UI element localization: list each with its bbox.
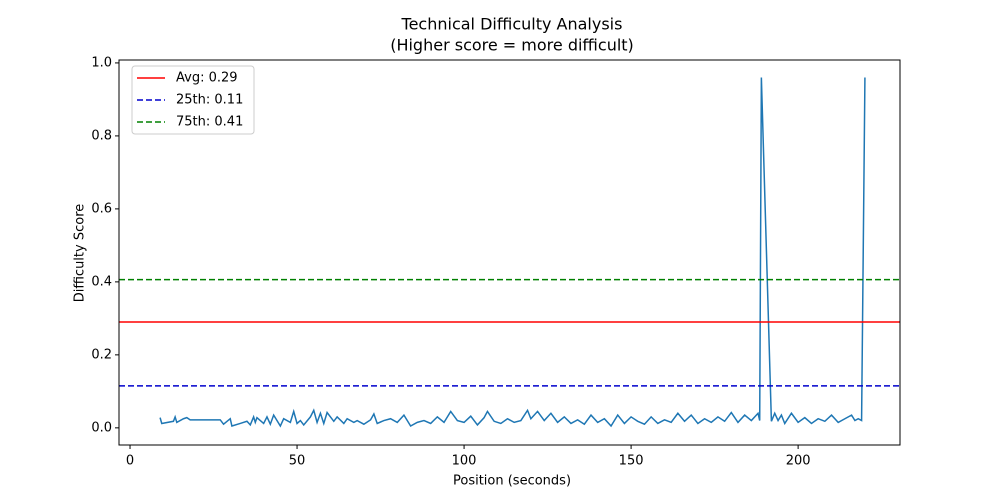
y-tick-label: 1.0 bbox=[91, 55, 112, 70]
y-axis-label: Difficulty Score bbox=[73, 204, 88, 303]
y-tick-label: 0.2 bbox=[91, 347, 112, 362]
chart-subtitle: (Higher score = more difficult) bbox=[390, 36, 634, 55]
x-tick-label: 100 bbox=[452, 454, 477, 469]
legend-label: Avg: 0.29 bbox=[176, 71, 238, 86]
x-tick-label: 200 bbox=[786, 454, 811, 469]
chart-title: Technical Difficulty Analysis bbox=[401, 15, 623, 34]
y-tick-label: 0.0 bbox=[91, 420, 112, 435]
x-axis-label: Position (seconds) bbox=[453, 474, 571, 489]
x-tick-label: 150 bbox=[619, 454, 644, 469]
data-line bbox=[159, 77, 866, 428]
y-tick-label: 0.6 bbox=[91, 201, 112, 216]
legend-box bbox=[131, 65, 255, 135]
plot-frame bbox=[118, 59, 901, 446]
legend-label: 25th: 0.11 bbox=[176, 93, 243, 108]
legend-label: 75th: 0.41 bbox=[176, 115, 243, 130]
x-tick-label: 50 bbox=[289, 454, 306, 469]
x-tick-label: 0 bbox=[126, 454, 134, 469]
y-tick-label: 0.8 bbox=[91, 128, 112, 143]
y-tick-label: 0.4 bbox=[91, 274, 112, 289]
